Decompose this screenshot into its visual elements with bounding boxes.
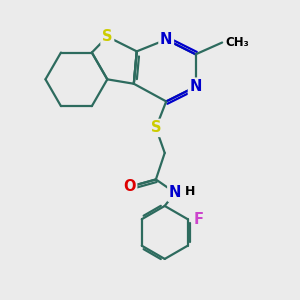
- Text: S: S: [151, 120, 161, 135]
- Text: CH₃: CH₃: [225, 36, 249, 49]
- Text: N: N: [169, 185, 181, 200]
- Text: N: N: [190, 79, 202, 94]
- Text: H: H: [184, 185, 195, 198]
- Text: O: O: [123, 179, 136, 194]
- Text: N: N: [160, 32, 172, 47]
- Text: F: F: [194, 212, 204, 227]
- Text: S: S: [102, 29, 112, 44]
